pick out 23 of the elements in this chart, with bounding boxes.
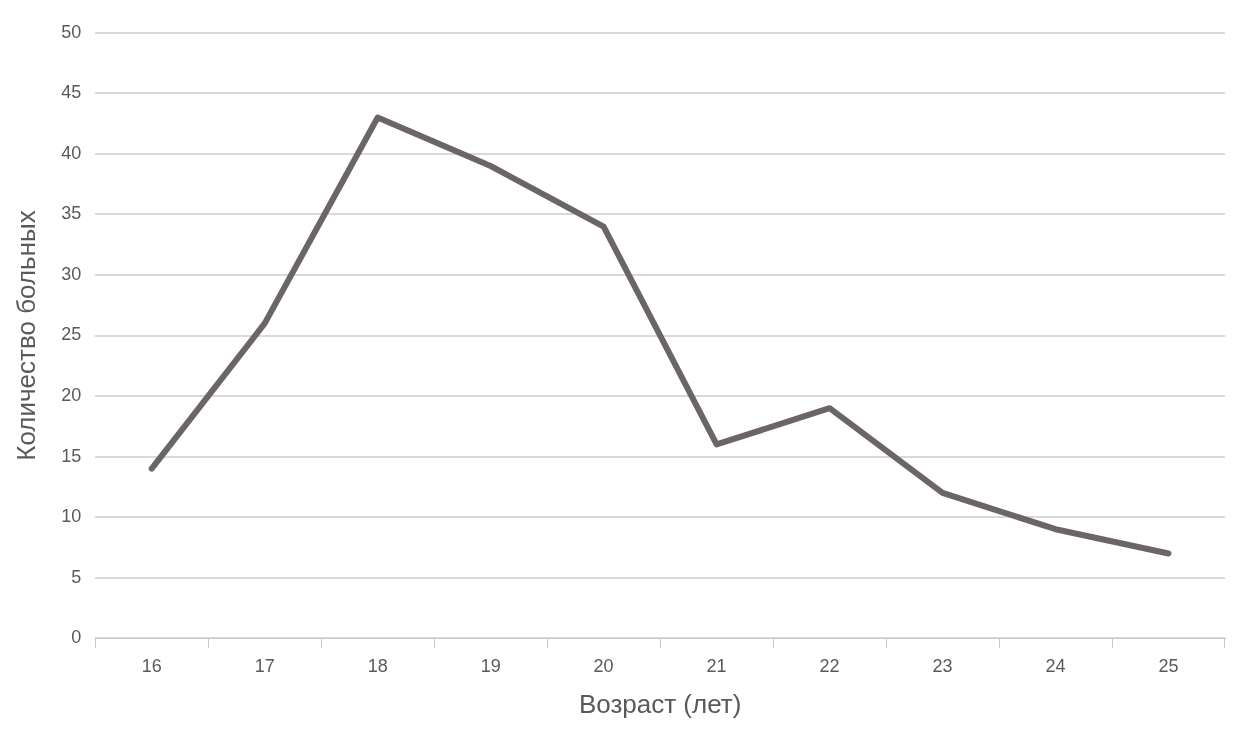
y-tick-label: 30: [61, 263, 82, 284]
x-tick-label: 17: [254, 655, 275, 676]
x-tick-label: 23: [932, 655, 953, 676]
x-tick-label: 19: [480, 655, 501, 676]
x-tick-label: 25: [1158, 655, 1179, 676]
x-tick-label: 21: [706, 655, 727, 676]
x-tick-label: 22: [819, 655, 840, 676]
x-tick-label: 18: [367, 655, 388, 676]
y-tick-label: 0: [71, 627, 82, 648]
y-axis-title: Количество больных: [10, 210, 41, 461]
y-tick-label: 50: [61, 21, 82, 42]
x-tick-label: 24: [1045, 655, 1066, 676]
x-tick-label: 16: [141, 655, 162, 676]
y-tick-label: 45: [61, 82, 82, 103]
x-axis-title: Возраст (лет): [578, 688, 742, 719]
y-tick-label: 20: [61, 385, 82, 406]
y-tick-label: 15: [61, 445, 82, 466]
x-tick-label: 20: [593, 655, 614, 676]
y-tick-label: 10: [61, 506, 82, 527]
y-tick-label: 35: [61, 203, 82, 224]
y-tick-label: 25: [61, 324, 82, 345]
y-tick-label: 40: [61, 142, 82, 163]
y-tick-label: 5: [71, 566, 82, 587]
